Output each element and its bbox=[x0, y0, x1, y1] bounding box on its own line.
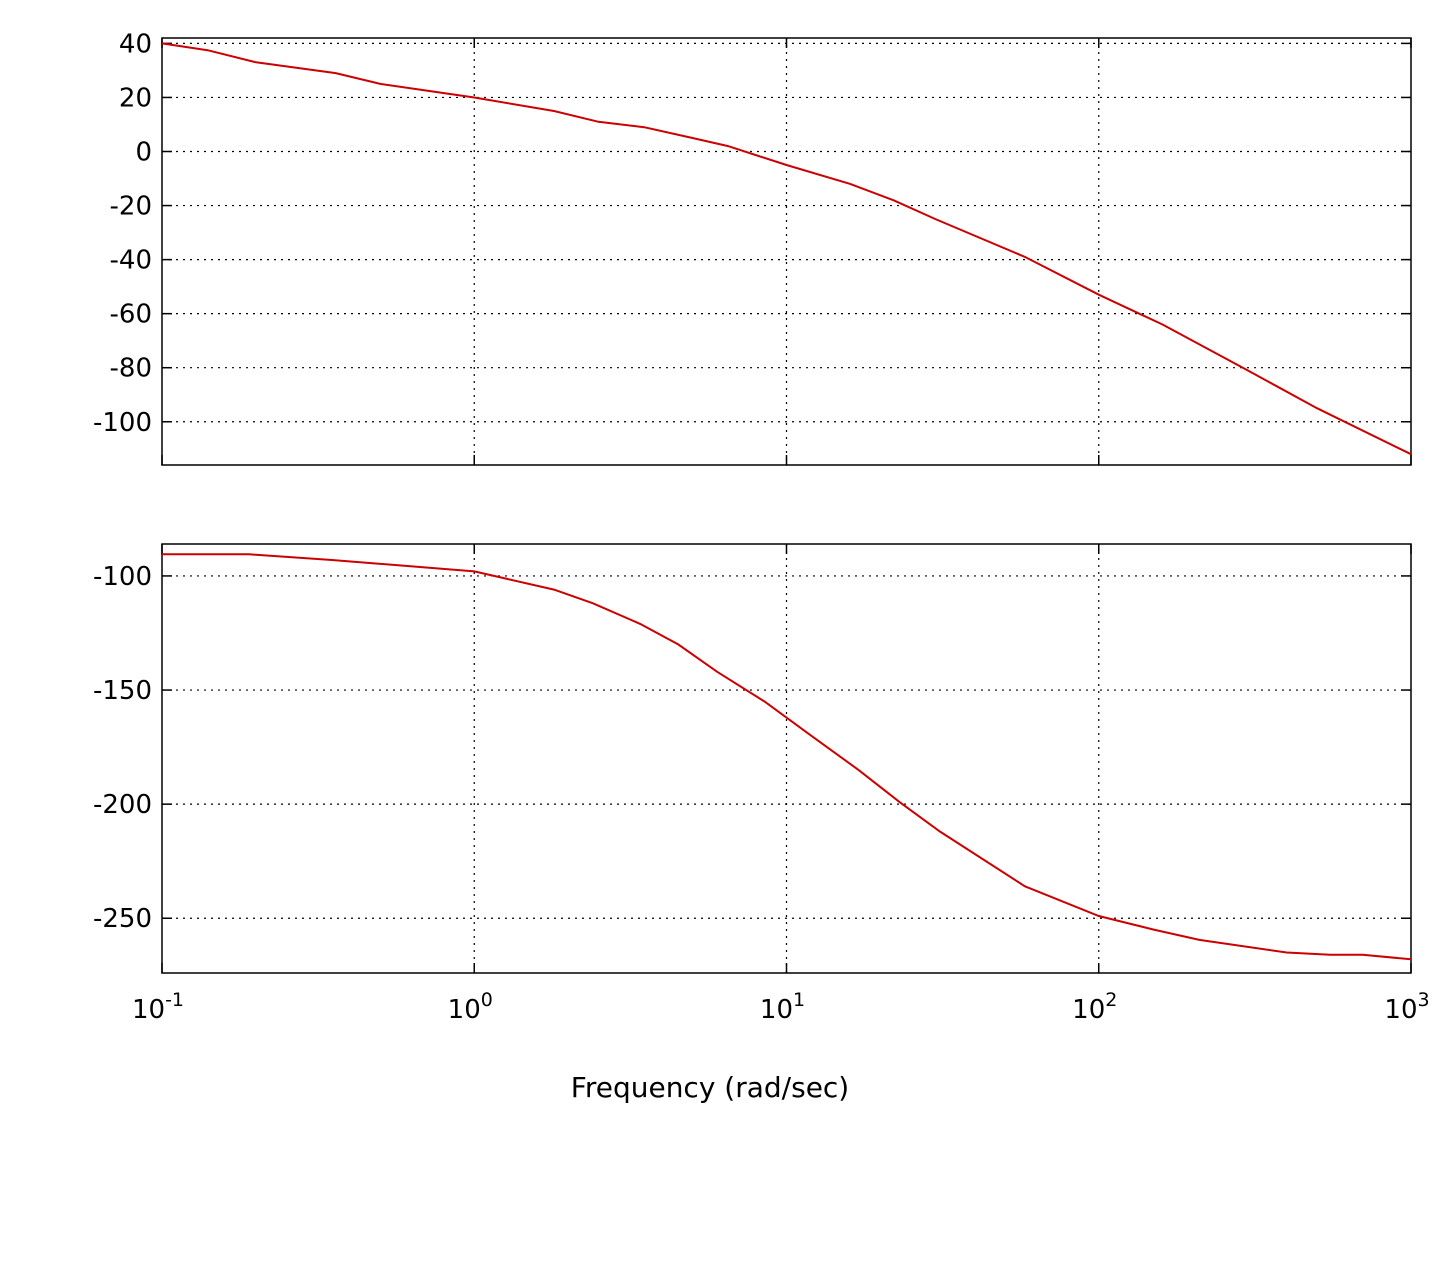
y-tick-label: 0 bbox=[135, 138, 152, 168]
x-tick-label: 101 bbox=[760, 989, 805, 1025]
y-tick-label: -250 bbox=[93, 904, 152, 934]
magnitude-series-line bbox=[161, 42, 1412, 456]
y-tick-label: -60 bbox=[110, 300, 152, 330]
phase-tick-marks bbox=[161, 544, 1412, 973]
x-axis-title: Frequency (rad/sec) bbox=[571, 1071, 849, 1104]
x-tick-label: 100 bbox=[448, 989, 493, 1025]
x-tick-label: 103 bbox=[1384, 989, 1429, 1025]
y-tick-label: -150 bbox=[93, 676, 152, 706]
magnitude-panel: 40 20 0 -20 -40 -60 -80 -100 bbox=[93, 29, 1412, 466]
y-tick-label: -100 bbox=[93, 408, 152, 438]
y-tick-label: -200 bbox=[93, 790, 152, 820]
y-tick-label: -20 bbox=[110, 192, 152, 222]
y-tick-label: -100 bbox=[93, 562, 152, 592]
y-tick-label: -40 bbox=[110, 246, 152, 276]
magnitude-gridlines bbox=[162, 38, 1411, 465]
phase-gridlines bbox=[162, 544, 1411, 973]
phase-y-tick-labels: -100 -150 -200 -250 bbox=[93, 562, 152, 934]
phase-series-line bbox=[162, 553, 1412, 961]
phase-x-tick-labels: 10-1 100 101 102 103 bbox=[132, 989, 1430, 1025]
y-tick-label: 20 bbox=[119, 83, 152, 113]
y-tick-label: 40 bbox=[119, 29, 152, 59]
y-tick-label: -80 bbox=[110, 354, 152, 384]
phase-panel: -100 -150 -200 -250 10-1 100 101 102 103 bbox=[93, 543, 1430, 1025]
magnitude-y-tick-labels: 40 20 0 -20 -40 -60 -80 -100 bbox=[93, 29, 152, 437]
magnitude-tick-marks bbox=[161, 38, 1412, 465]
x-tick-label: 102 bbox=[1072, 989, 1117, 1025]
x-tick-label: 10-1 bbox=[132, 989, 184, 1025]
